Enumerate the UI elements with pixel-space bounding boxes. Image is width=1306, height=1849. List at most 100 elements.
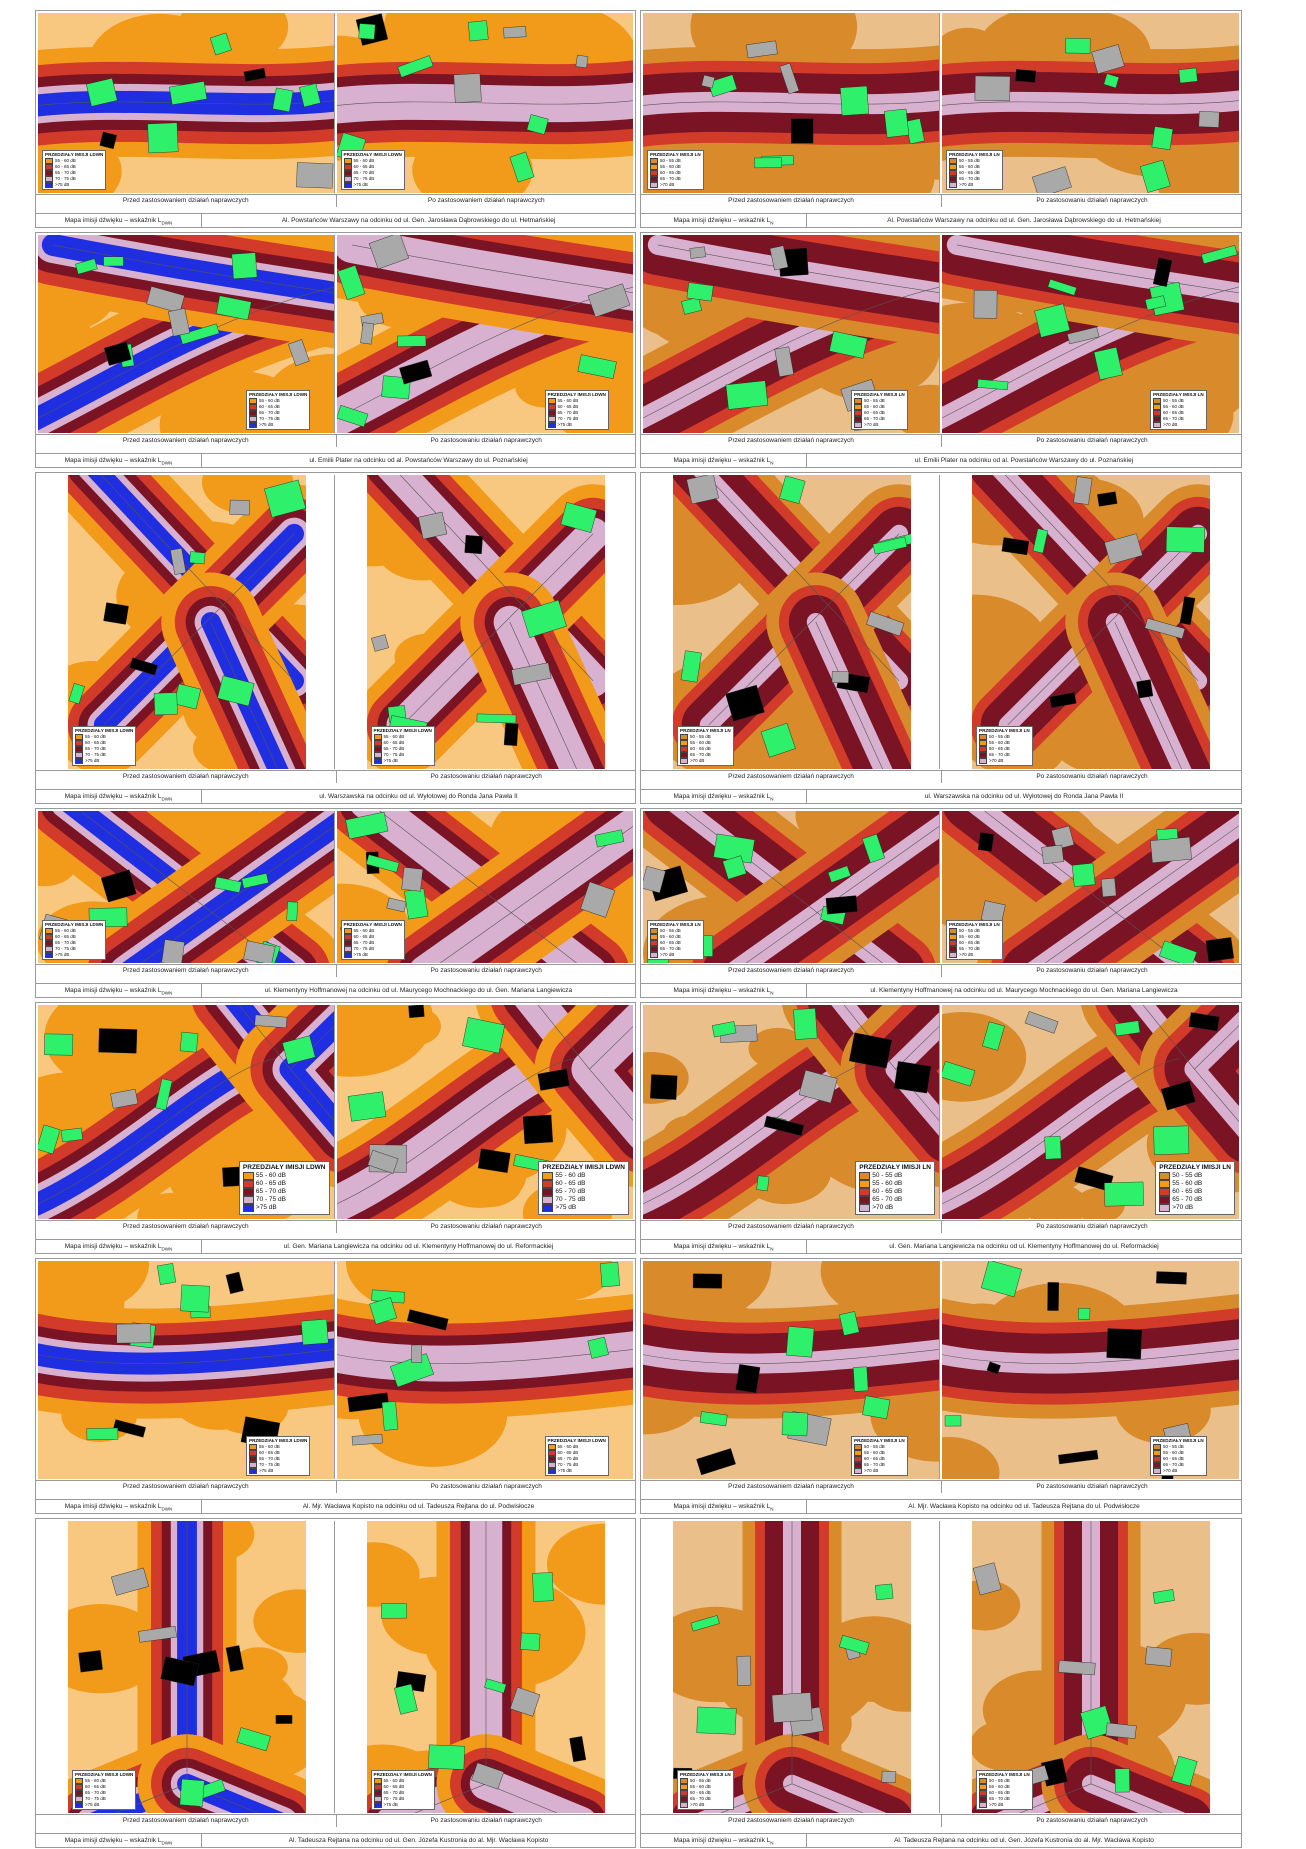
legend-swatch <box>249 1468 257 1474</box>
index-label: Mapa imisji dźwięku – wskaźnik LN <box>641 984 807 997</box>
section-row: PRZEDZIAŁY IMISJI LDWN 55 - 60 dB 60 - 65 … <box>35 10 1242 228</box>
building <box>483 1678 507 1694</box>
index-text: Mapa imisji dźwięku – wskaźnik L <box>673 793 771 800</box>
legend-item: 60 - 65 dB <box>547 404 606 410</box>
map-pair: PRZEDZIAŁY IMISJI LDWN 55 - 60 dB 60 - 65 … <box>38 13 633 193</box>
legend-swatch <box>949 164 957 170</box>
legend-label: 60 - 65 dB <box>55 934 76 940</box>
legend-item: 60 - 65 dB <box>373 740 432 746</box>
map-after: PRZEDZIAŁY IMISJI LN 50 - 55 dB 55 - 60 dB… <box>942 1005 1239 1219</box>
legend-title: PRZEDZIAŁY IMISJI LN <box>1159 1164 1231 1171</box>
legend-item: 70 - 75 dB <box>542 1196 625 1204</box>
legend-label: 50 - 55 dB <box>660 928 681 934</box>
building <box>884 108 910 138</box>
map-after: PRZEDZIAŁY IMISJI LDWN 55 - 60 dB 60 - 65 … <box>336 1005 633 1219</box>
building <box>78 1650 103 1673</box>
building <box>522 1114 553 1144</box>
legend-item: >70 dB <box>680 1802 731 1808</box>
map-before: PRZEDZIAŁY IMISJI LN 50 - 55 dB 55 - 60 dB… <box>643 13 940 193</box>
legend-label: 50 - 55 dB <box>864 398 885 404</box>
building <box>575 54 588 69</box>
building <box>872 536 908 555</box>
building <box>509 151 534 183</box>
building <box>1136 679 1154 699</box>
caption-after: Po zastosowaniem działań naprawczych <box>335 195 637 207</box>
legend-swatch <box>680 1784 688 1790</box>
legend-title: PRZEDZIAŁY IMISJI LDWN <box>242 1164 326 1171</box>
legend-label: >75 dB <box>555 1204 577 1211</box>
legend-item: 50 - 55 dB <box>859 1172 931 1180</box>
legend-label: 55 - 60 dB <box>660 164 681 170</box>
legend-swatch <box>542 1196 554 1204</box>
legend-label: 55 - 60 dB <box>555 1172 586 1179</box>
building <box>275 1715 293 1724</box>
building <box>520 599 567 638</box>
legend-swatch <box>1153 422 1161 428</box>
noise-map <box>336 235 633 433</box>
building <box>848 1032 893 1069</box>
caption-row: Przed zastosowaniem działań naprawczych P… <box>36 434 635 447</box>
legend-title: PRZEDZIAŁY IMISJI LDWN <box>249 392 308 398</box>
building <box>831 671 849 684</box>
building <box>1032 528 1049 554</box>
legend-item: 55 - 60 dB <box>1153 1450 1204 1456</box>
legend-label: >70 dB <box>1163 1468 1178 1474</box>
legend-label: 70 - 75 dB <box>85 752 106 758</box>
building <box>138 1625 178 1643</box>
caption-before: Przed zastosowaniem działań naprawczych <box>122 773 249 780</box>
caption-before: Przed zastosowaniem działań naprawczych <box>728 197 854 204</box>
building <box>1047 278 1077 296</box>
legend-label: 50 - 55 dB <box>959 928 980 934</box>
road-outline <box>942 1349 1239 1364</box>
building <box>1066 326 1100 345</box>
legend-label: >70 dB <box>660 952 675 958</box>
building <box>380 1603 407 1619</box>
legend-swatch <box>1153 1444 1161 1450</box>
legend-item: >70 dB <box>1153 422 1204 428</box>
caption-before: Przed zastosowaniem działań naprawczych <box>122 197 249 204</box>
noise-legend: PRZEDZIAŁY IMISJI LDWN 55 - 60 dB 60 - 65 … <box>370 726 435 766</box>
title-row: Mapa imisji dźwięku – wskaźnik LN Al. Mjr… <box>641 1499 1241 1513</box>
building <box>875 1583 894 1601</box>
building <box>272 87 294 113</box>
legend-swatch <box>45 158 53 164</box>
building <box>403 888 428 920</box>
title-row: Mapa imisji dźwięku – wskaźnik LDWN Al. T… <box>36 1833 635 1847</box>
noise-map <box>643 811 939 963</box>
building <box>1139 159 1171 193</box>
road-outline <box>895 1026 939 1121</box>
index-text: Mapa imisji dźwięku – wskaźnik L <box>64 1837 162 1844</box>
building <box>1065 37 1091 54</box>
legend-swatch <box>343 158 352 164</box>
title-row: Mapa imisji dźwięku – wskaźnik LDWN Al. M… <box>36 1499 635 1513</box>
legend-label: 70 - 75 dB <box>55 176 76 182</box>
legend-label: >75 dB <box>259 1468 274 1474</box>
building <box>680 650 702 683</box>
building <box>791 118 814 144</box>
legend-label: >70 dB <box>864 422 879 428</box>
building <box>229 499 250 516</box>
caption-row: Przed zastosowaniem działań naprawczych P… <box>641 770 1241 783</box>
index-subscript: DWN <box>161 1246 173 1252</box>
map-after: PRZEDZIAŁY IMISJI LDWN 55 - 60 dB 60 - 65 … <box>336 475 633 769</box>
building <box>725 380 769 410</box>
legend-swatch <box>979 1790 987 1796</box>
legend-item: 60 - 65 dB <box>242 1180 326 1188</box>
legend-swatch <box>854 398 862 404</box>
building <box>1144 295 1167 311</box>
legend-swatch <box>859 1180 871 1188</box>
legend-label: 60 - 65 dB <box>557 1450 579 1456</box>
legend-title: PRZEDZIAŁY IMISJI LN <box>680 1772 731 1778</box>
building <box>365 854 399 873</box>
legend-swatch <box>249 1450 257 1456</box>
section-row: PRZEDZIAŁY IMISJI LDWN 55 - 60 dB 60 - 65 … <box>35 1258 1242 1514</box>
legend-swatch <box>249 1462 257 1468</box>
map-before: PRZEDZIAŁY IMISJI LN 50 - 55 dB 55 - 60 dB… <box>643 1521 940 1813</box>
road-outline <box>100 475 295 682</box>
title-row: Mapa imisji dźwięku – wskaźnik LDWN Al. P… <box>36 213 635 227</box>
legend-item: 65 - 70 dB <box>854 1462 905 1468</box>
building <box>1058 1660 1096 1676</box>
title-row: Mapa imisji dźwięku – wskaźnik LN ul. Emi… <box>641 453 1241 467</box>
caption-before: Przed zastosowaniem działań naprawczych <box>122 1223 249 1230</box>
legend-title: PRZEDZIAŁY IMISJI LN <box>859 1164 931 1171</box>
